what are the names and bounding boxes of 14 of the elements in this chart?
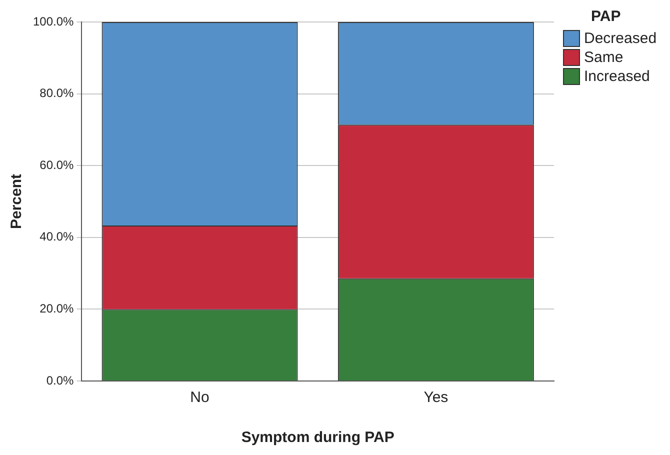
- y-tick-label: 80.0%: [40, 86, 74, 100]
- y-tick-label: 40.0%: [40, 230, 74, 244]
- y-tick-label: 60.0%: [40, 158, 74, 172]
- legend-label: Increased: [584, 68, 650, 85]
- x-tick-label: Yes: [424, 389, 448, 406]
- legend-label: Same: [584, 49, 624, 66]
- legend-title: PAP: [591, 8, 622, 25]
- x-axis-title: Symptom during PAP: [241, 429, 394, 446]
- y-axis-title: Percent: [8, 174, 26, 230]
- y-tick-label: 0.0%: [46, 373, 74, 388]
- x-tick-label: No: [190, 389, 210, 406]
- y-tick-label: 100.0%: [32, 14, 74, 28]
- y-tick-label: 20.0%: [40, 302, 74, 316]
- text: Decreased: [584, 30, 657, 47]
